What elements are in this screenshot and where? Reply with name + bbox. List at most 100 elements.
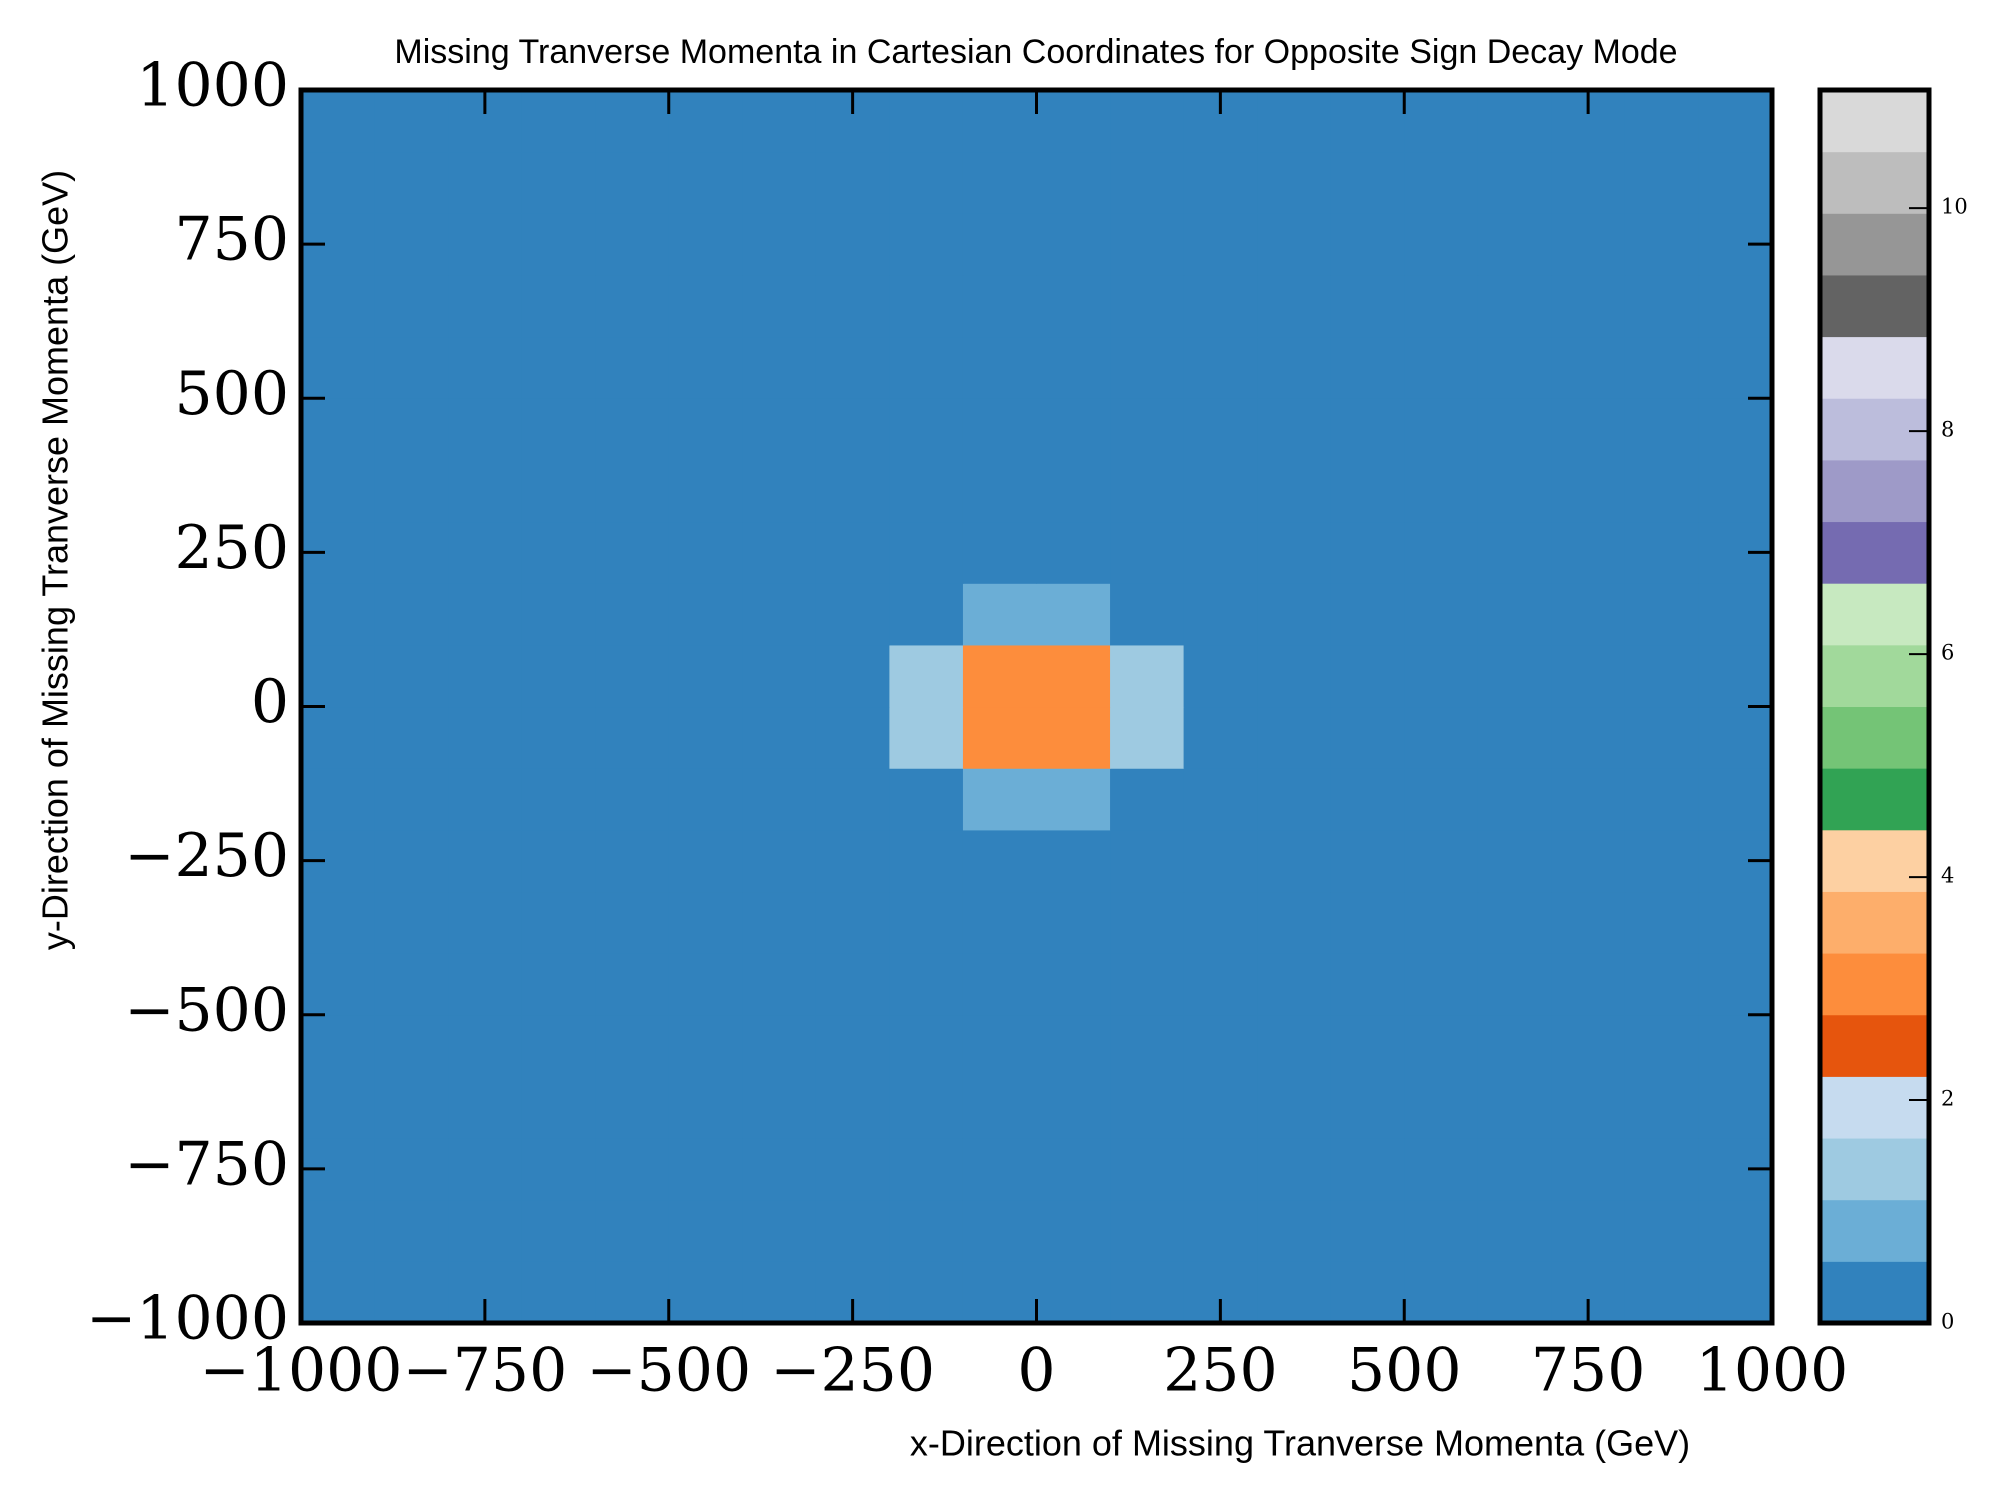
heatmap-cell bbox=[1551, 583, 1626, 646]
heatmap-cell bbox=[1698, 274, 1773, 338]
heatmap-cell bbox=[1477, 953, 1552, 1016]
heatmap-cell bbox=[1404, 336, 1479, 399]
heatmap-cell bbox=[962, 521, 1038, 584]
heatmap-cell bbox=[1698, 953, 1773, 1016]
heatmap-cell bbox=[668, 953, 743, 1016]
heatmap-cell bbox=[1110, 336, 1185, 399]
colorbar-segment bbox=[1820, 1138, 1929, 1201]
heatmap-cell bbox=[1551, 398, 1626, 461]
heatmap-cell bbox=[521, 768, 596, 831]
heatmap-cell bbox=[595, 336, 670, 399]
heatmap-cell bbox=[889, 891, 964, 954]
heatmap-cell bbox=[1551, 1199, 1626, 1262]
heatmap-cell bbox=[521, 336, 596, 399]
heatmap-cell bbox=[1036, 953, 1111, 1016]
heatmap-cell bbox=[374, 274, 449, 338]
heatmap-cell bbox=[1698, 768, 1773, 831]
heatmap-cell bbox=[1330, 583, 1405, 646]
heatmap-cell bbox=[374, 891, 449, 954]
heatmap-cell bbox=[1110, 829, 1185, 893]
heatmap-cell bbox=[1624, 1076, 1700, 1139]
heatmap-cell bbox=[595, 459, 670, 523]
x-tick-label: −1000 bbox=[200, 1336, 403, 1406]
heatmap-cell bbox=[374, 768, 449, 831]
heatmap-cell bbox=[374, 521, 449, 584]
heatmap-cell bbox=[668, 768, 743, 831]
heatmap-cell bbox=[1404, 459, 1479, 523]
heatmap-cell bbox=[889, 398, 964, 461]
heatmap-cell bbox=[1698, 398, 1773, 461]
heatmap-cell bbox=[374, 459, 449, 523]
heatmap-cell bbox=[1257, 398, 1332, 461]
heatmap-cell bbox=[1404, 768, 1479, 831]
heatmap-cell bbox=[1330, 891, 1405, 954]
heatmap-cell bbox=[448, 644, 523, 708]
heatmap-cell bbox=[1624, 768, 1700, 831]
heatmap-cell bbox=[815, 459, 890, 523]
colorbar-segment bbox=[1820, 644, 1929, 707]
heatmap-cell bbox=[1551, 1014, 1626, 1077]
heatmap-cell bbox=[668, 1076, 743, 1139]
heatmap-cell bbox=[448, 1138, 523, 1201]
x-tick-label: −750 bbox=[402, 1336, 567, 1406]
heatmap-cell bbox=[1036, 768, 1111, 831]
heatmap-cell bbox=[1036, 521, 1111, 584]
heatmap-cell bbox=[1551, 1076, 1626, 1139]
heatmap-cell bbox=[668, 274, 743, 338]
heatmap-cell bbox=[595, 706, 670, 769]
y-tick-label: 750 bbox=[174, 205, 289, 275]
heatmap-cell bbox=[1404, 583, 1479, 646]
heatmap-cell bbox=[301, 151, 376, 214]
heatmap-cell bbox=[668, 213, 743, 276]
heatmap-cell bbox=[962, 213, 1038, 276]
heatmap-cell bbox=[1330, 459, 1405, 523]
heatmap-cell bbox=[374, 1138, 449, 1201]
heatmap-cell bbox=[1551, 336, 1626, 399]
heatmap-cell bbox=[668, 1014, 743, 1077]
heatmap-cell bbox=[815, 706, 890, 769]
heatmap-cell bbox=[448, 459, 523, 523]
heatmap-cell bbox=[1477, 644, 1552, 708]
heatmap-cell bbox=[962, 459, 1038, 523]
heatmap-cell bbox=[301, 768, 376, 831]
colorbar-segment bbox=[1820, 706, 1929, 769]
heatmap-cell bbox=[521, 953, 596, 1016]
heatmap-cell bbox=[1183, 768, 1258, 831]
heatmap-cell bbox=[595, 90, 670, 153]
heatmap-cell bbox=[521, 1261, 596, 1324]
heatmap-cell bbox=[1698, 1261, 1773, 1324]
heatmap-cell bbox=[595, 213, 670, 276]
heatmap-cell bbox=[668, 336, 743, 399]
heatmap-cell bbox=[1330, 521, 1405, 584]
heatmap-cell bbox=[742, 459, 817, 523]
heatmap-cell bbox=[962, 891, 1038, 954]
heatmap-cell bbox=[1477, 1014, 1552, 1077]
heatmap-cell bbox=[448, 1199, 523, 1262]
heatmap-cell bbox=[1183, 213, 1258, 276]
heatmap-cell bbox=[1404, 90, 1479, 153]
heatmap-cell bbox=[1551, 768, 1626, 831]
y-tick-label: 0 bbox=[251, 667, 289, 737]
heatmap-cell bbox=[815, 1138, 890, 1201]
heatmap-cell bbox=[448, 829, 523, 893]
heatmap-cell bbox=[889, 1199, 964, 1262]
heatmap-cell bbox=[595, 1076, 670, 1139]
heatmap-cell bbox=[521, 398, 596, 461]
heatmap-cell bbox=[1330, 768, 1405, 831]
heatmap-cell bbox=[1257, 336, 1332, 399]
heatmap-cell bbox=[1036, 274, 1111, 338]
heatmap-cell bbox=[374, 1076, 449, 1139]
heatmap-cell bbox=[1330, 1076, 1405, 1139]
heatmap-cell bbox=[1110, 521, 1185, 584]
heatmap-cell bbox=[1404, 274, 1479, 338]
heatmap-cell bbox=[1110, 398, 1185, 461]
heatmap-cell bbox=[962, 151, 1038, 214]
colorbar-tick-label: 8 bbox=[1941, 418, 1954, 442]
heatmap-cell bbox=[1183, 459, 1258, 523]
heatmap-cell bbox=[668, 90, 743, 153]
heatmap-cell bbox=[1477, 1138, 1552, 1201]
heatmap-cell bbox=[1477, 521, 1552, 584]
heatmap-cell bbox=[962, 953, 1038, 1016]
colorbar-tick-label: 6 bbox=[1941, 641, 1954, 665]
